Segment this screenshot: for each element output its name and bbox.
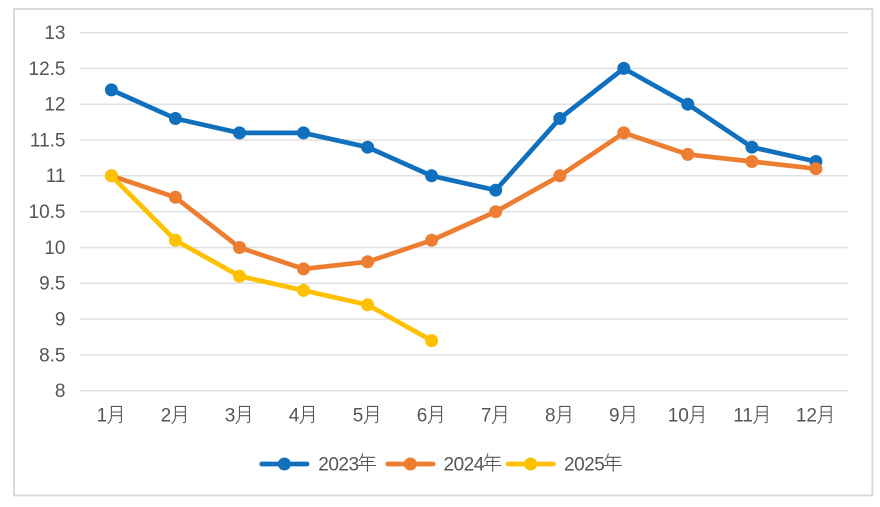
svg-text:10: 10 xyxy=(44,238,65,259)
svg-text:8: 8 xyxy=(55,381,66,402)
svg-text:11.5: 11.5 xyxy=(30,130,66,151)
svg-text:6: 6 xyxy=(417,406,428,427)
svg-text:4: 4 xyxy=(289,406,300,427)
svg-text:12: 12 xyxy=(796,406,817,427)
svg-text:9.5: 9.5 xyxy=(39,274,65,295)
svg-text:10.5: 10.5 xyxy=(29,202,66,223)
svg-text:11: 11 xyxy=(733,406,753,427)
svg-text:8.5: 8.5 xyxy=(39,345,65,366)
svg-text:12: 12 xyxy=(44,95,65,116)
svg-text:7: 7 xyxy=(481,406,492,427)
svg-text:2023: 2023 xyxy=(318,454,358,475)
svg-text:11: 11 xyxy=(46,166,66,187)
svg-text:8: 8 xyxy=(545,406,556,427)
svg-text:9: 9 xyxy=(55,310,66,331)
svg-text:2024: 2024 xyxy=(444,454,485,475)
svg-text:9: 9 xyxy=(609,406,620,427)
svg-text:5: 5 xyxy=(353,406,364,427)
svg-text:12.5: 12.5 xyxy=(29,59,66,80)
svg-text:13: 13 xyxy=(44,23,65,44)
svg-text:2: 2 xyxy=(161,406,172,427)
svg-text:3: 3 xyxy=(225,406,236,427)
svg-text:10: 10 xyxy=(668,406,689,427)
svg-text:2025: 2025 xyxy=(564,454,604,475)
svg-text:1: 1 xyxy=(97,406,108,427)
